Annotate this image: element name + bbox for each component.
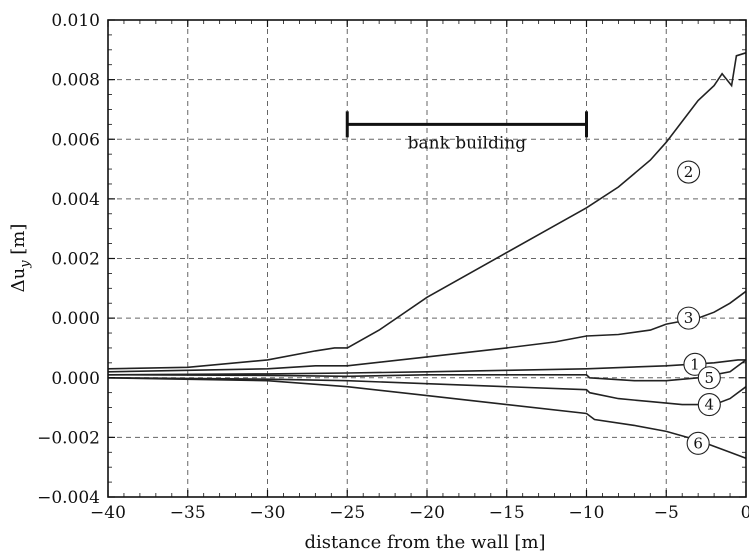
bank-building-label: bank building <box>408 133 527 153</box>
y-axis-title-unit: [m] <box>8 224 29 261</box>
series-3-line <box>107 290 747 373</box>
y-tick-label: −0.004 <box>37 488 100 508</box>
y-axis-title-sub: y <box>18 260 33 269</box>
y-tick-label: 0.000 <box>51 309 100 329</box>
series-2-marker: 2 <box>677 160 701 184</box>
x-tick-label: −35 <box>170 503 206 523</box>
x-tick-label: −20 <box>409 503 445 523</box>
series-marker-circle <box>677 160 701 184</box>
series-marker-label: 5 <box>705 369 715 387</box>
y-tick-label: 0.006 <box>51 130 100 150</box>
series-5-marker: 5 <box>697 366 721 390</box>
series-2-line <box>107 52 747 370</box>
axes: −40 −35 −30 −25 −20 −15 −10 −5 0 −0.004 −0.002 0.00… <box>37 11 749 523</box>
y-axis-title-main: Δu <box>8 268 29 293</box>
x-tick-label: 0 <box>741 503 749 523</box>
x-axis-title: distance from the wall [m] <box>304 532 545 553</box>
y-tick-label: 0.002 <box>51 250 100 270</box>
series-marker-label: 2 <box>684 163 694 181</box>
y-tick-label: 0.000 <box>51 369 100 389</box>
series-marker-circle <box>697 366 721 390</box>
series-marker-label: 6 <box>693 434 703 452</box>
series-4-marker: 4 <box>697 393 721 417</box>
x-tick-label: −5 <box>654 503 679 523</box>
series-1-line <box>107 359 746 376</box>
x-tick-label: −30 <box>250 503 286 523</box>
y-axis-title: Δuy [m] <box>8 224 33 293</box>
series-marker-label: 4 <box>705 396 715 414</box>
grid-lines <box>108 20 746 497</box>
bank-building-annotation: bank building <box>345 111 588 153</box>
y-tick-label: 0.008 <box>51 71 100 91</box>
series-markers: 1 2 3 4 5 6 <box>677 160 721 455</box>
y-tick-label: 0.004 <box>51 190 100 210</box>
series-1-marker: 1 <box>683 352 707 376</box>
series-marker-circle <box>697 393 721 417</box>
y-tick-label: 0.010 <box>51 11 100 31</box>
series-marker-label: 1 <box>690 355 700 373</box>
series-marker-circle <box>683 352 707 376</box>
x-tick-label: −10 <box>569 503 605 523</box>
series-6-marker: 6 <box>686 431 710 455</box>
series-marker-circle <box>686 431 710 455</box>
x-tick-label: −15 <box>489 503 525 523</box>
x-tick-label: −40 <box>90 503 126 523</box>
series-marker-circle <box>677 306 701 330</box>
y-tick-label: −0.002 <box>37 428 100 448</box>
series-3-marker: 3 <box>677 306 701 330</box>
series-marker-label: 3 <box>684 309 694 327</box>
x-tick-label: −25 <box>329 503 365 523</box>
